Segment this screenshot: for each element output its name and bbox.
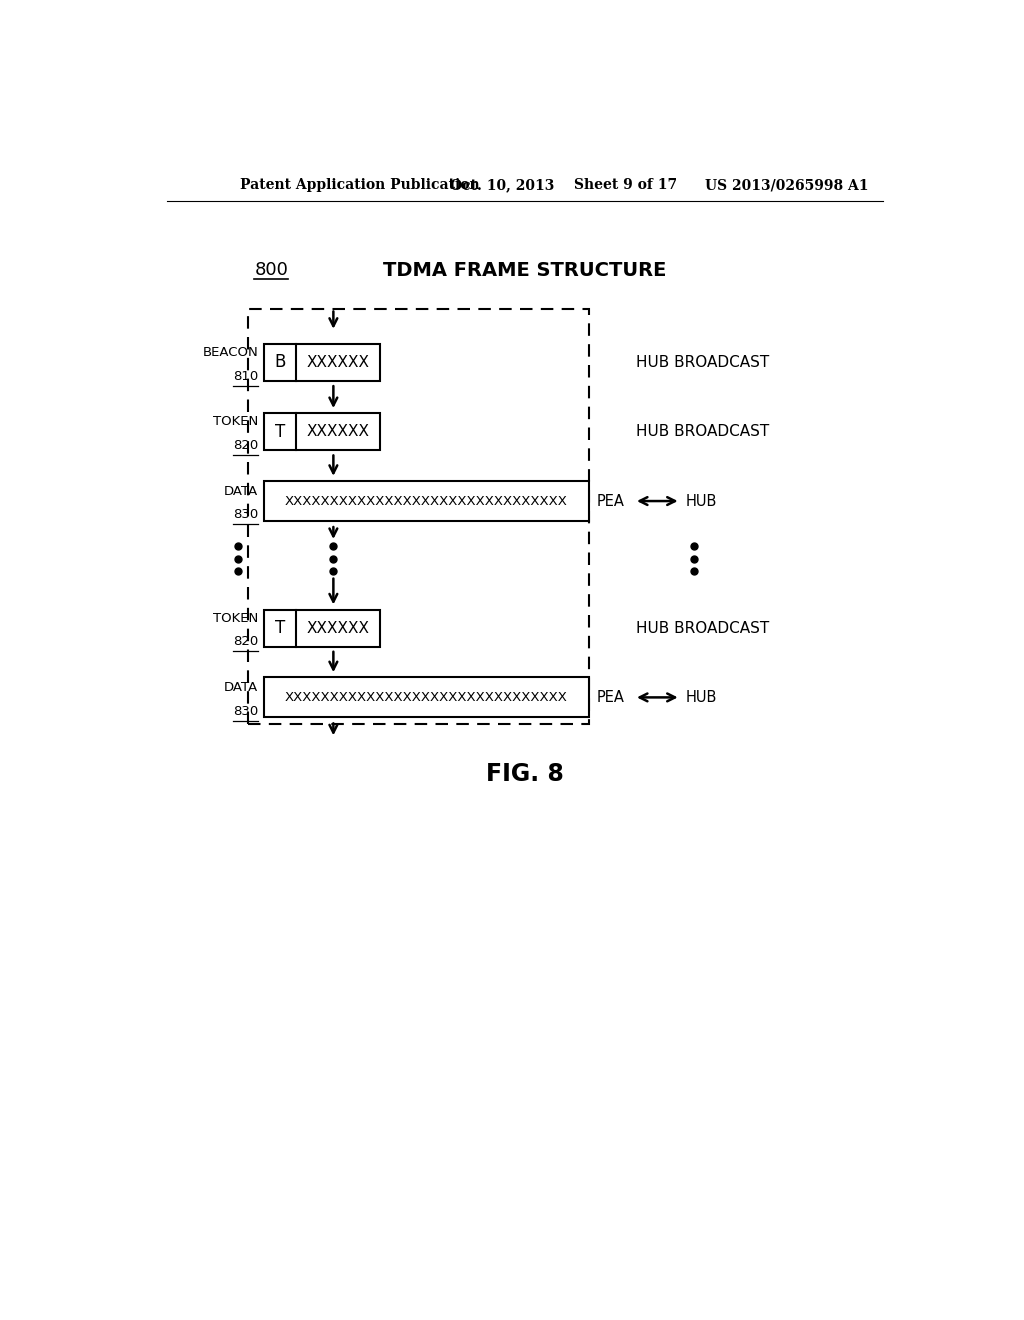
Text: TOKEN: TOKEN [213, 416, 258, 428]
Text: 800: 800 [254, 261, 289, 279]
Text: XXXXXX: XXXXXX [306, 424, 370, 440]
Text: HUB: HUB [685, 690, 717, 705]
Text: Sheet 9 of 17: Sheet 9 of 17 [573, 178, 677, 193]
Bar [263, 345, 380, 381]
Bar [263, 677, 589, 718]
Text: 830: 830 [232, 705, 258, 718]
Text: 820: 820 [232, 440, 258, 453]
Text: HUB: HUB [685, 494, 717, 508]
Bar [263, 480, 589, 521]
Bar [263, 610, 380, 647]
Text: US 2013/0265998 A1: US 2013/0265998 A1 [706, 178, 869, 193]
Text: XXXXXXXXXXXXXXXXXXXXXXXXXXXXXXX: XXXXXXXXXXXXXXXXXXXXXXXXXXXXXXX [285, 690, 568, 704]
Text: TOKEN: TOKEN [213, 611, 258, 624]
Text: T: T [274, 619, 285, 638]
Text: PEA: PEA [597, 494, 625, 508]
Text: HUB BROADCAST: HUB BROADCAST [636, 424, 769, 440]
Text: XXXXXXXXXXXXXXXXXXXXXXXXXXXXXXX: XXXXXXXXXXXXXXXXXXXXXXXXXXXXXXX [285, 495, 568, 508]
Bar [263, 413, 380, 450]
Text: HUB BROADCAST: HUB BROADCAST [636, 620, 769, 636]
Text: T: T [274, 422, 285, 441]
Text: HUB BROADCAST: HUB BROADCAST [636, 355, 769, 370]
Text: 830: 830 [232, 508, 258, 521]
Text: TDMA FRAME STRUCTURE: TDMA FRAME STRUCTURE [383, 260, 667, 280]
Text: PEA: PEA [597, 690, 625, 705]
Text: 810: 810 [232, 370, 258, 383]
Text: BEACON: BEACON [203, 346, 258, 359]
Text: XXXXXX: XXXXXX [306, 620, 370, 636]
Text: DATA: DATA [224, 681, 258, 694]
Text: Oct. 10, 2013: Oct. 10, 2013 [450, 178, 554, 193]
Text: FIG. 8: FIG. 8 [485, 763, 564, 787]
Text: B: B [274, 354, 286, 371]
Text: Patent Application Publication: Patent Application Publication [241, 178, 480, 193]
Text: 820: 820 [232, 635, 258, 648]
Text: DATA: DATA [224, 484, 258, 498]
Text: XXXXXX: XXXXXX [306, 355, 370, 370]
